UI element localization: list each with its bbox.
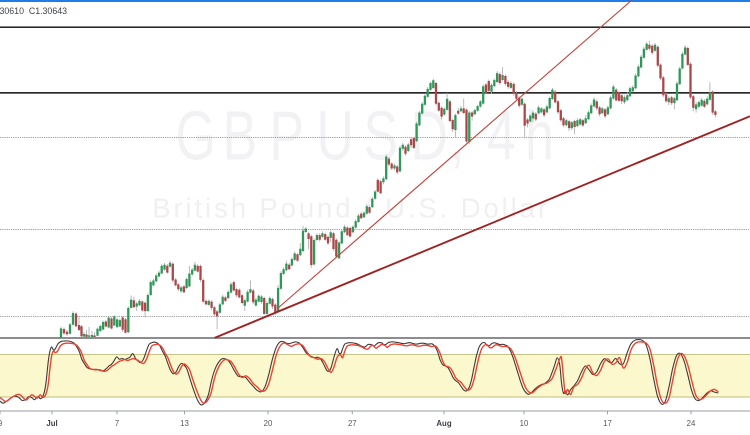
svg-text:17: 17: [603, 419, 612, 428]
svg-text:13: 13: [180, 419, 189, 428]
svg-text:9: 9: [0, 419, 2, 428]
svg-text:British Pound / U.S. Dollar: British Pound / U.S. Dollar: [152, 192, 550, 223]
svg-text:10: 10: [520, 419, 529, 428]
svg-text:30610 C1.30643: 30610 C1.30643: [0, 6, 67, 16]
svg-text:Jul: Jul: [46, 419, 57, 428]
svg-text:24: 24: [687, 419, 696, 428]
svg-text:7: 7: [115, 419, 119, 428]
svg-text:Aug: Aug: [436, 419, 451, 428]
svg-text:GBPUSD, 4h: GBPUSD, 4h: [176, 97, 554, 175]
svg-text:27: 27: [348, 419, 357, 428]
svg-text:20: 20: [264, 419, 273, 428]
